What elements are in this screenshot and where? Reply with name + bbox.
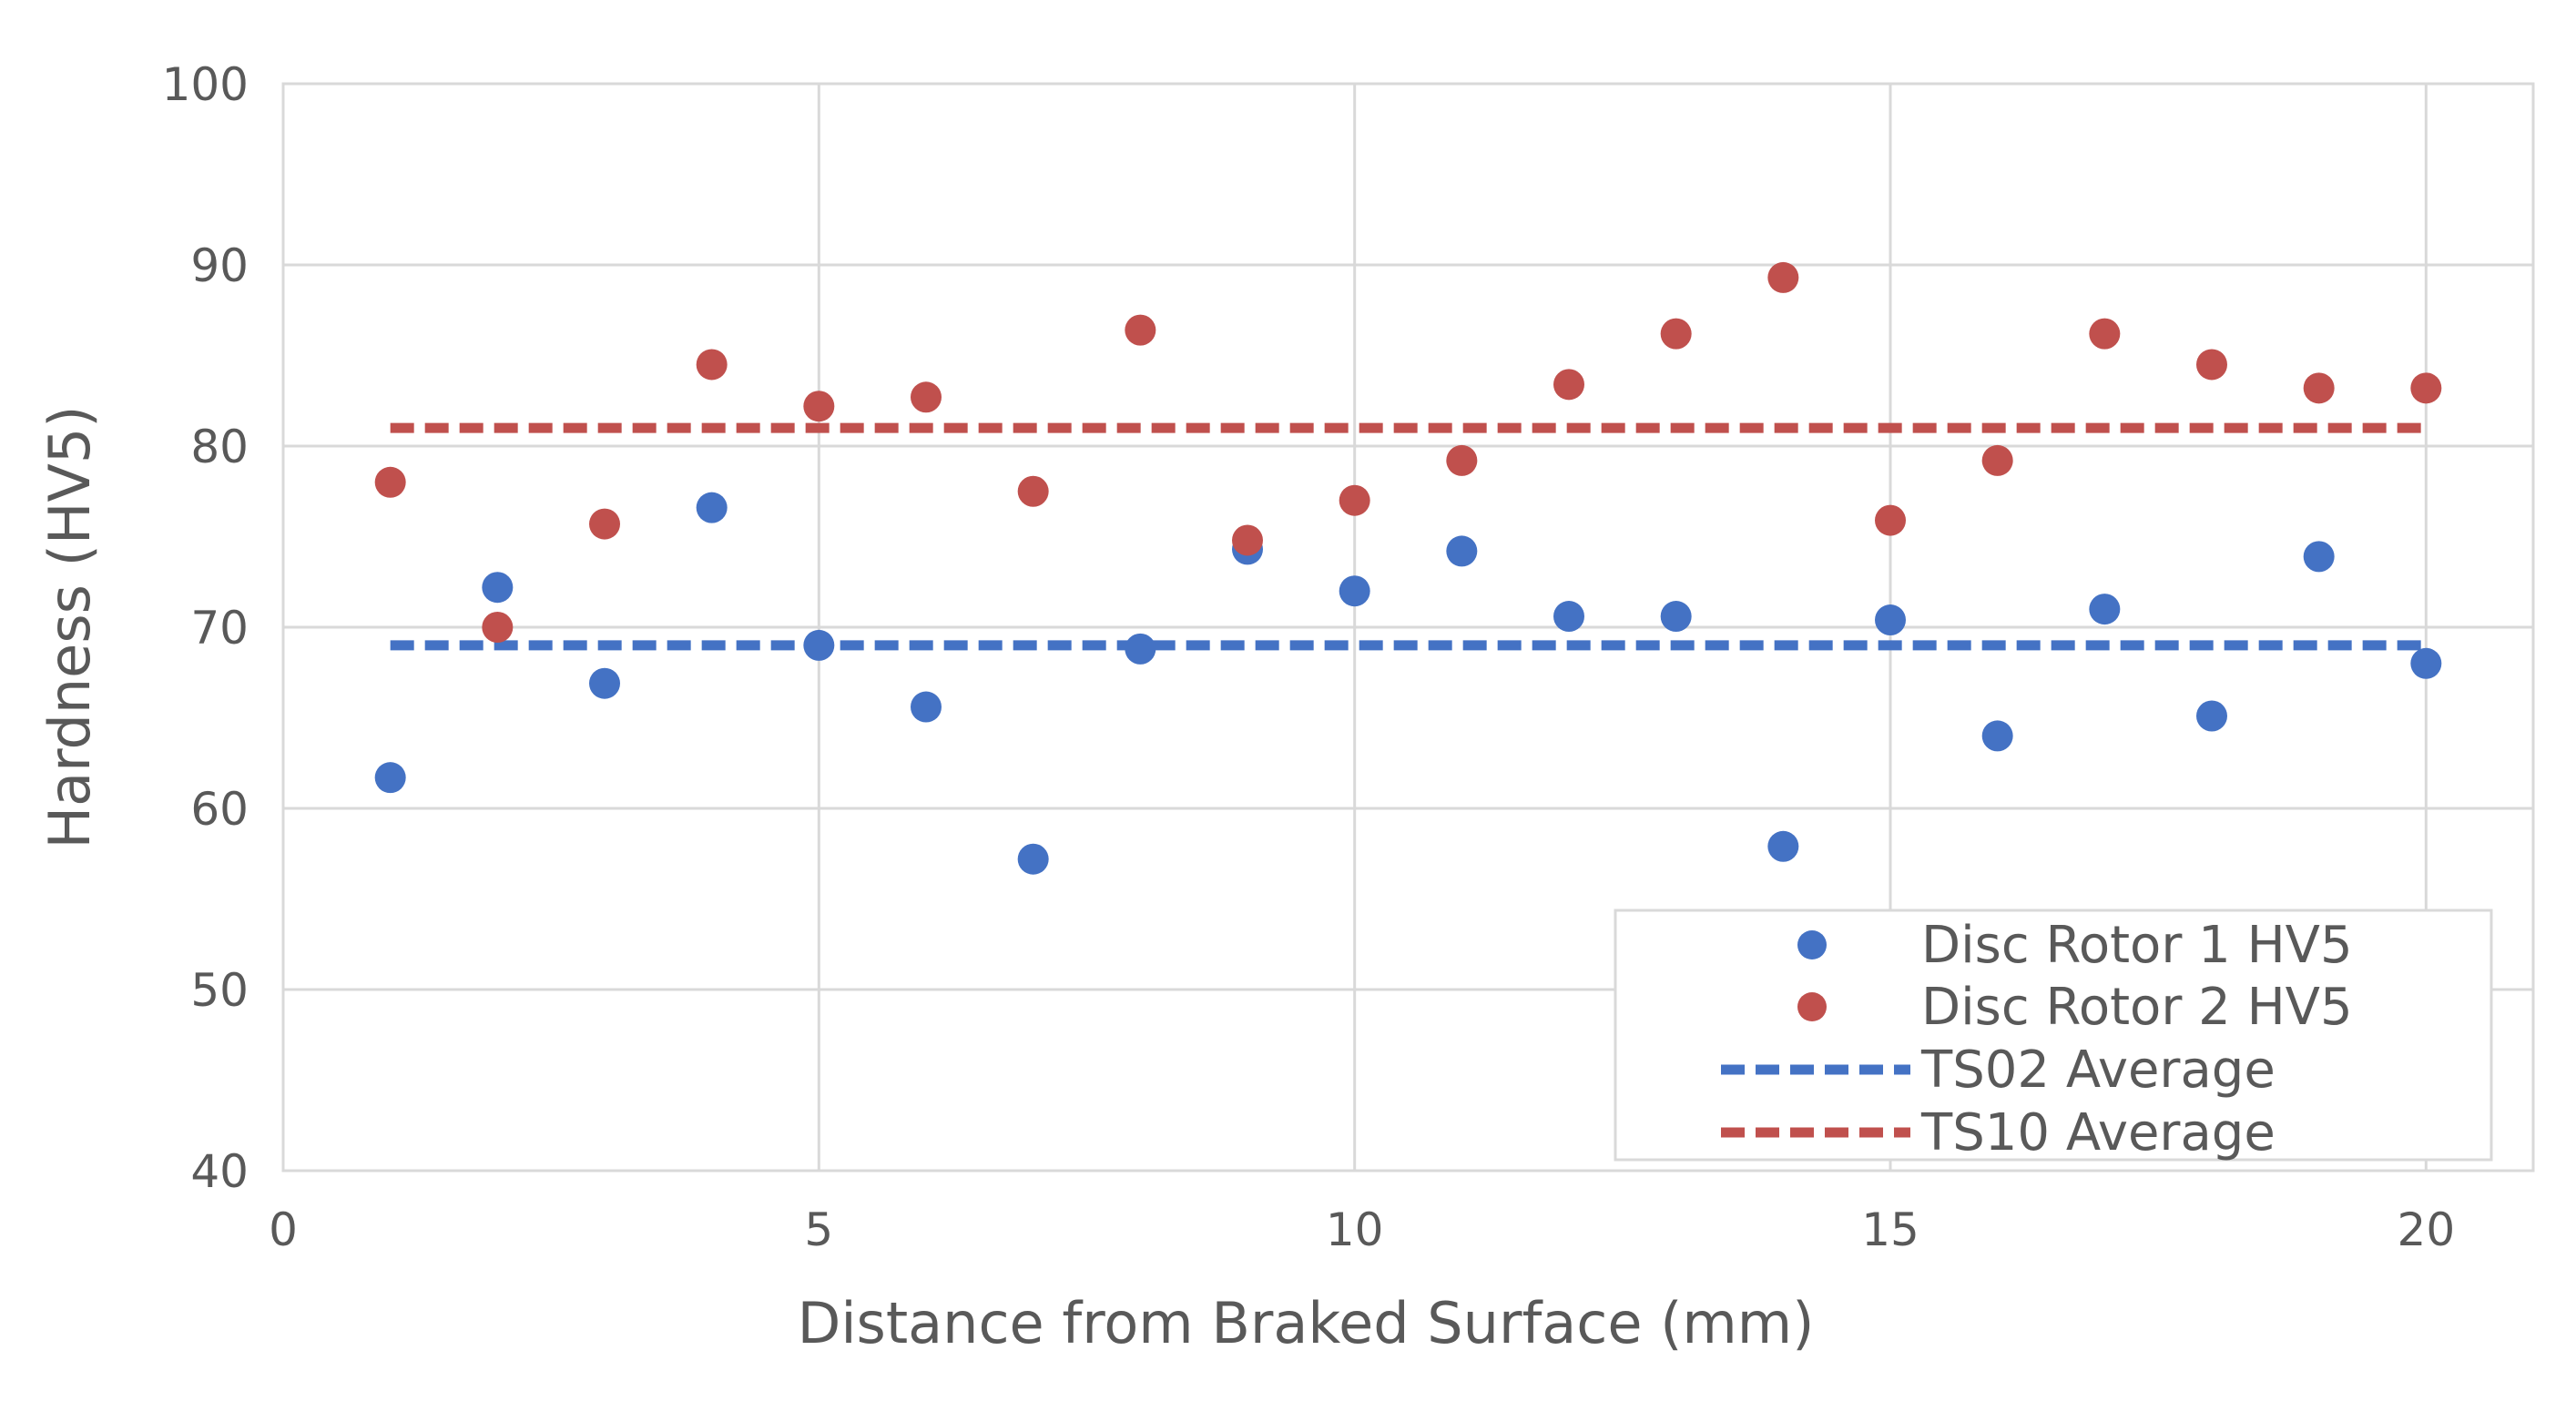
- data-point-rotor2: [482, 612, 514, 643]
- data-points: [374, 261, 2442, 875]
- data-point-rotor2: [1232, 524, 1263, 556]
- data-point-rotor1: [1981, 720, 2013, 752]
- data-point-rotor1: [1875, 604, 1906, 636]
- data-point-rotor1: [2196, 700, 2227, 732]
- data-point-rotor2: [1981, 444, 2013, 476]
- data-point-rotor2: [589, 508, 620, 540]
- data-point-rotor2: [1125, 314, 1156, 346]
- data-point-rotor2: [1446, 444, 1478, 476]
- data-point-rotor1: [1446, 535, 1478, 567]
- legend-label-ts02: TS02 Average: [1920, 1041, 2276, 1100]
- x-tick-label: 0: [269, 1203, 298, 1256]
- data-point-rotor1: [803, 629, 835, 661]
- data-point-rotor1: [1017, 843, 1049, 875]
- legend-marker-rotor1: [1797, 930, 1827, 959]
- x-tick-label: 20: [2398, 1203, 2456, 1256]
- tick-labels: 40 50 60 70 80 90 100 0 5 10 15 20: [162, 58, 2456, 1256]
- data-point-rotor1: [2303, 541, 2335, 573]
- data-point-rotor2: [1017, 475, 1049, 507]
- y-tick-label: 80: [190, 421, 249, 473]
- data-point-rotor2: [1553, 369, 1584, 401]
- data-point-rotor1: [1339, 575, 1370, 607]
- data-point-rotor2: [2196, 349, 2227, 381]
- data-point-rotor1: [1125, 633, 1156, 665]
- legend: Disc Rotor 1 HV5 Disc Rotor 2 HV5 TS02 A…: [1614, 909, 2493, 1162]
- legend-label-rotor2: Disc Rotor 2 HV5: [1921, 978, 2353, 1037]
- data-point-rotor1: [589, 667, 620, 699]
- y-tick-label: 70: [190, 602, 249, 655]
- data-point-rotor1: [1767, 830, 1799, 862]
- data-point-rotor2: [374, 466, 406, 498]
- average-lines: [390, 422, 2427, 651]
- data-point-rotor2: [1875, 504, 1906, 536]
- data-point-rotor2: [1767, 261, 1799, 293]
- x-axis-title: Distance from Braked Surface (mm): [798, 1290, 1815, 1356]
- legend-label-rotor1: Disc Rotor 1 HV5: [1921, 916, 2353, 975]
- y-tick-label: 100: [162, 58, 249, 111]
- x-tick-label: 5: [804, 1203, 833, 1256]
- data-point-rotor2: [911, 381, 942, 413]
- data-point-rotor1: [1553, 601, 1584, 633]
- y-tick-label: 60: [190, 783, 249, 836]
- plot-area-frame: [281, 82, 2535, 1173]
- data-point-rotor2: [1660, 318, 1692, 350]
- data-point-rotor2: [696, 349, 728, 381]
- data-point-rotor2: [2089, 318, 2121, 350]
- data-point-rotor2: [803, 391, 835, 422]
- y-tick-label: 50: [190, 964, 249, 1017]
- data-point-rotor1: [2089, 594, 2121, 625]
- data-point-rotor2: [2303, 372, 2335, 404]
- data-point-rotor1: [2410, 647, 2442, 679]
- data-point-rotor1: [696, 492, 728, 523]
- data-point-rotor1: [482, 572, 514, 604]
- data-point-rotor2: [1339, 484, 1370, 516]
- data-point-rotor1: [911, 691, 942, 723]
- legend-marker-rotor2: [1797, 992, 1827, 1021]
- y-axis-title: Hardness (HV5): [36, 406, 103, 849]
- legend-box: [1614, 909, 2493, 1162]
- y-tick-label: 90: [190, 239, 249, 292]
- data-point-rotor2: [2410, 372, 2442, 404]
- data-point-rotor1: [1660, 601, 1692, 633]
- legend-label-ts10: TS10 Average: [1920, 1103, 2276, 1162]
- x-tick-label: 15: [1861, 1203, 1919, 1256]
- x-tick-label: 10: [1326, 1203, 1384, 1256]
- data-point-rotor1: [374, 762, 406, 794]
- y-tick-label: 40: [190, 1145, 249, 1198]
